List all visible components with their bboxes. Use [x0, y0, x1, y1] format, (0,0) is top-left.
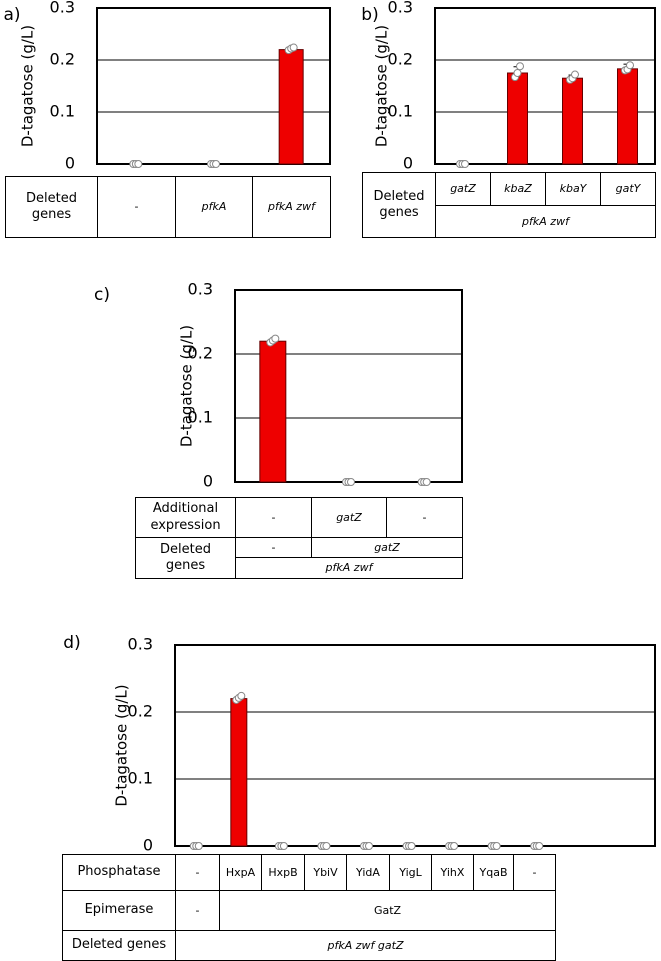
table-cell: YigL [389, 854, 432, 891]
data-point [134, 160, 143, 168]
table-cell: HxpB [261, 854, 305, 891]
data-point [516, 62, 524, 71]
y-tick-label: 0.2 [50, 50, 75, 69]
table-cell: kbaY [545, 172, 601, 206]
table-cell: - [513, 854, 556, 891]
y-tick-label: 0.3 [388, 0, 413, 17]
data-point [461, 160, 469, 168]
bar [507, 72, 528, 165]
y-tick-label: 0.1 [50, 102, 75, 121]
data-point [450, 842, 459, 850]
table-cell: YbiV [304, 854, 347, 891]
data-point [535, 842, 544, 850]
table-cell: Additional expression [135, 497, 236, 538]
data-point [194, 842, 203, 850]
data-point [407, 842, 416, 850]
panel-label: a) [3, 5, 20, 25]
y-tick-label: 0.3 [128, 635, 153, 654]
bar [562, 77, 583, 165]
table-cell: kbaZ [490, 172, 546, 206]
y-axis-label: D-tagatose (g/L) [373, 25, 391, 147]
y-tick-label: 0 [403, 154, 413, 173]
table-cell: Deleted genes [135, 537, 236, 579]
y-tick-label: 0.3 [188, 280, 213, 299]
table-cell: gatY [600, 172, 656, 206]
table-cell: pfkA zwf gatZ [175, 930, 556, 961]
bar [259, 340, 287, 483]
y-tick-label: 0 [203, 472, 213, 491]
table-cell: pfkA zwf [252, 176, 331, 238]
y-tick-label: 0.1 [388, 102, 413, 121]
table-cell: YqaB [473, 854, 514, 891]
table-cell: YidA [346, 854, 390, 891]
table-cell: - [175, 854, 220, 891]
y-tick-label: 0.2 [128, 702, 153, 721]
data-point [237, 691, 246, 700]
table-cell: Deleted genes [62, 930, 176, 961]
table-cell: Deleted genes [362, 172, 436, 238]
bar [278, 49, 304, 165]
data-point [212, 160, 220, 168]
data-point [322, 842, 331, 850]
table-cell: Phosphatase [62, 854, 176, 891]
data-point [571, 70, 579, 79]
table-cell: - [235, 497, 312, 538]
y-tick-label: 0.1 [128, 769, 153, 788]
table-cell: gatZ [311, 537, 463, 558]
table-cell: HxpA [219, 854, 262, 891]
panel-label: b) [361, 5, 378, 25]
y-tick-label: 0.1 [188, 408, 213, 427]
data-point [365, 842, 373, 850]
table-cell: pfkA [175, 176, 253, 238]
table-cell: - [386, 497, 463, 538]
table-cell: - [235, 537, 312, 558]
panel-label: c) [94, 285, 110, 305]
y-axis-label: D-tagatose (g/L) [178, 325, 196, 447]
bar [617, 68, 638, 165]
y-axis-label: D-tagatose (g/L) [19, 25, 37, 147]
data-point [271, 334, 280, 343]
table-cell: - [97, 176, 176, 238]
table-cell: GatZ [219, 890, 556, 931]
table-cell: - [175, 890, 220, 931]
data-point [422, 478, 431, 486]
y-tick-label: 0.2 [188, 344, 213, 363]
table-cell: pfkA zwf [235, 557, 463, 579]
table-cell: Deleted genes [5, 176, 98, 238]
panel-label: d) [63, 633, 80, 653]
y-tick-label: 0.2 [388, 50, 413, 69]
table-cell: YihX [431, 854, 474, 891]
table-cell: gatZ [435, 172, 491, 206]
y-axis-label: D-tagatose (g/L) [113, 684, 131, 806]
table-cell: Epimerase [62, 890, 176, 931]
data-point [289, 43, 298, 52]
bar [230, 698, 248, 847]
y-tick-label: 0 [65, 154, 75, 173]
plot-frame [434, 7, 656, 165]
data-point [492, 842, 501, 850]
y-tick-label: 0.3 [50, 0, 75, 17]
table-cell: pfkA zwf [435, 205, 656, 238]
data-point [347, 478, 355, 486]
data-point [626, 61, 634, 70]
table-cell: gatZ [311, 497, 387, 538]
data-point [279, 842, 288, 850]
data-point [513, 69, 522, 77]
y-tick-label: 0 [143, 836, 153, 855]
